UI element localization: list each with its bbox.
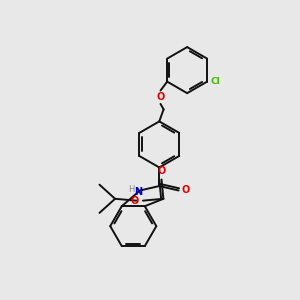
Text: O: O (156, 92, 165, 102)
Text: N: N (134, 187, 142, 197)
Text: H: H (129, 184, 135, 194)
Text: Cl: Cl (210, 77, 220, 86)
Text: O: O (182, 185, 190, 196)
Text: O: O (131, 196, 139, 206)
Text: O: O (158, 166, 166, 176)
